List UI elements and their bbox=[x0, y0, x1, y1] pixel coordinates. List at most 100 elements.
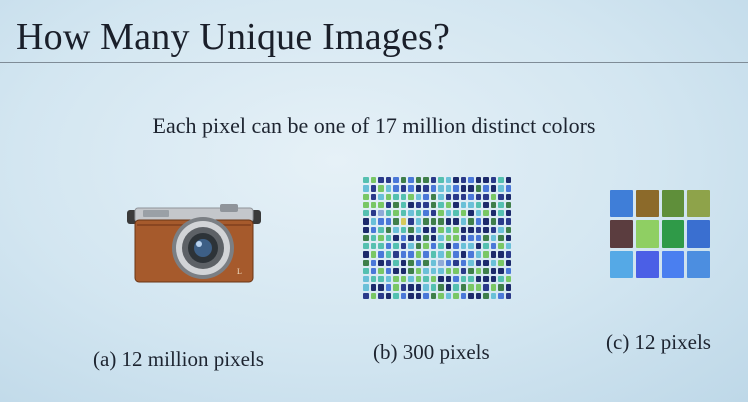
pixel-cell bbox=[400, 267, 406, 275]
pixel-cell bbox=[505, 251, 511, 258]
pixel-cell bbox=[370, 234, 376, 242]
pixel-cell bbox=[445, 226, 451, 233]
pixel-cell bbox=[385, 210, 391, 217]
pixel-cell bbox=[475, 243, 481, 250]
pixel-cell bbox=[393, 259, 399, 266]
pixel-cell bbox=[385, 243, 391, 250]
pixel-cell bbox=[498, 193, 504, 200]
pixel-cell bbox=[483, 210, 489, 217]
pixel-cell bbox=[453, 267, 459, 275]
pixel-cell bbox=[483, 177, 489, 184]
pixel-cell bbox=[490, 218, 496, 225]
pixel-cell bbox=[408, 226, 414, 233]
pixel-cell bbox=[475, 177, 481, 184]
pixel-cell bbox=[490, 251, 496, 258]
pixel-cell bbox=[408, 177, 414, 184]
pixel-cell bbox=[400, 185, 406, 192]
pixel-cell bbox=[400, 251, 406, 258]
pixel-cell bbox=[445, 177, 451, 184]
pixel-cell bbox=[385, 251, 391, 258]
pixel-cell bbox=[408, 234, 414, 242]
pixel-cell bbox=[408, 193, 414, 200]
pixel-cell bbox=[415, 267, 421, 275]
pixel-cell bbox=[498, 185, 504, 192]
pixel-cell bbox=[363, 210, 369, 217]
pixel-cell bbox=[460, 193, 466, 200]
pixel-cell bbox=[430, 251, 436, 258]
pixel-cell bbox=[400, 193, 406, 200]
pixel-cell bbox=[475, 251, 481, 258]
pixel-cell bbox=[490, 177, 496, 184]
pixel-cell bbox=[505, 267, 511, 275]
pixel-cell bbox=[423, 193, 429, 200]
pixel-cell bbox=[483, 259, 489, 266]
pixel-cell bbox=[475, 193, 481, 200]
svg-text:L: L bbox=[237, 267, 242, 276]
pixel-cell bbox=[408, 210, 414, 217]
pixel-cell bbox=[423, 177, 429, 184]
pixel-cell bbox=[453, 177, 459, 184]
pixel-cell bbox=[438, 267, 444, 275]
pixel-cell bbox=[430, 259, 436, 266]
pixel-cell bbox=[453, 292, 459, 299]
pixel-cell bbox=[363, 218, 369, 225]
pixel-cell bbox=[430, 243, 436, 250]
pixel-cell bbox=[408, 218, 414, 225]
pixel-cell bbox=[415, 284, 421, 291]
pixel-cell bbox=[483, 284, 489, 291]
pixel-cell bbox=[468, 177, 474, 184]
pixel-cell bbox=[363, 193, 369, 200]
pixel-cell bbox=[635, 190, 659, 218]
pixel-cell bbox=[378, 234, 384, 242]
pixel-cell bbox=[453, 226, 459, 233]
pixel-cell bbox=[468, 201, 474, 209]
pixel-cell bbox=[505, 193, 511, 200]
pixel-cell bbox=[385, 226, 391, 233]
pixel-cell bbox=[415, 234, 421, 242]
pixel-cell bbox=[505, 226, 511, 233]
pixel-cell bbox=[445, 201, 451, 209]
pixel-cell bbox=[438, 292, 444, 299]
pixel-cell bbox=[378, 276, 384, 283]
pixel-cell bbox=[475, 185, 481, 192]
pixel-cell bbox=[393, 226, 399, 233]
pixel-cell bbox=[385, 201, 391, 209]
pixel-cell bbox=[385, 267, 391, 275]
pixel-cell bbox=[505, 276, 511, 283]
pixel-cell bbox=[370, 210, 376, 217]
pixel-cell bbox=[483, 226, 489, 233]
pixel-cell bbox=[460, 201, 466, 209]
pixel-cell bbox=[498, 251, 504, 258]
pixel-cell bbox=[475, 284, 481, 291]
pixel-cell bbox=[438, 259, 444, 266]
pixel-cell bbox=[378, 177, 384, 184]
pixel-cell bbox=[460, 218, 466, 225]
pixel-cell bbox=[385, 259, 391, 266]
pixel-cell bbox=[483, 243, 489, 250]
pixel-cell bbox=[423, 267, 429, 275]
pixel-cell bbox=[490, 276, 496, 283]
pixel-cell bbox=[430, 292, 436, 299]
pixel-cell bbox=[363, 177, 369, 184]
pixel-cell bbox=[438, 177, 444, 184]
pixel-cell bbox=[505, 243, 511, 250]
pixel-cell bbox=[490, 226, 496, 233]
caption-c: (c) 12 pixels bbox=[606, 330, 711, 354]
pixel-cell bbox=[363, 226, 369, 233]
pixel-cell bbox=[490, 185, 496, 192]
pixel-cell bbox=[445, 259, 451, 266]
pixel-cell bbox=[453, 201, 459, 209]
pixel-cell bbox=[378, 185, 384, 192]
pixel-cell bbox=[430, 267, 436, 275]
pixel-cell bbox=[687, 220, 710, 248]
pixel-cell bbox=[378, 218, 384, 225]
pixel-cell bbox=[423, 201, 429, 209]
pixel-cell bbox=[408, 201, 414, 209]
pixel-cell bbox=[468, 226, 474, 233]
pixel-cell bbox=[453, 218, 459, 225]
pixel-cell bbox=[423, 243, 429, 250]
pixel-cell bbox=[430, 185, 436, 192]
pixel-cell bbox=[498, 234, 504, 242]
pixel-cell bbox=[370, 292, 376, 299]
pixel-cell bbox=[430, 201, 436, 209]
